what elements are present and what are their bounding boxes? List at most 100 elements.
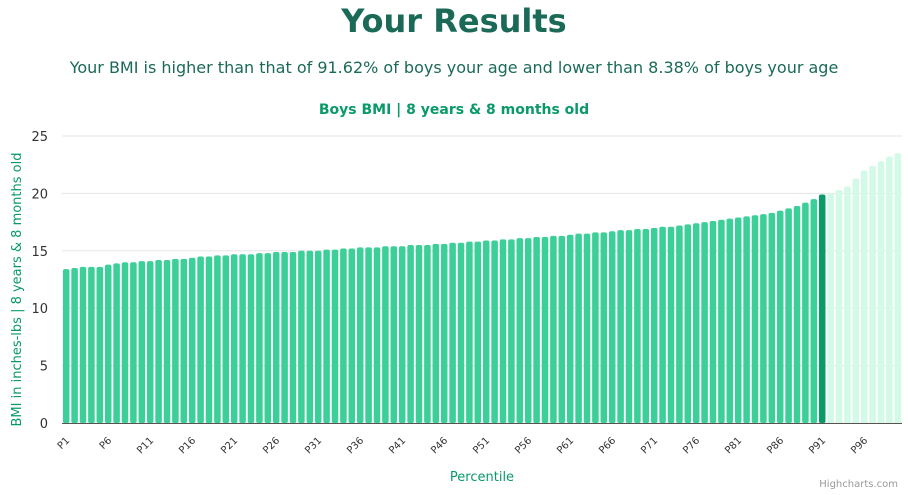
bar-p95[interactable]	[852, 178, 860, 423]
bar-p96[interactable]	[860, 170, 868, 423]
bar-p66[interactable]	[608, 231, 616, 423]
bar-p97[interactable]	[869, 165, 876, 423]
bar-p58[interactable]	[541, 237, 549, 423]
bar-p31[interactable]	[314, 250, 322, 423]
bar-p75[interactable]	[684, 224, 692, 423]
bar-p20[interactable]	[222, 255, 230, 423]
bar-p33[interactable]	[331, 249, 339, 423]
bar-p11[interactable]	[146, 261, 154, 423]
bar-p26[interactable]	[272, 251, 280, 423]
bar-p99[interactable]	[886, 156, 893, 423]
bar-p60[interactable]	[558, 235, 566, 423]
bar-p35[interactable]	[348, 248, 356, 423]
bar-p56[interactable]	[524, 238, 532, 423]
bar-p51[interactable]	[482, 240, 490, 423]
bar-p18[interactable]	[205, 256, 213, 423]
credits-link[interactable]: Highcharts.com	[819, 479, 898, 490]
bar-p40[interactable]	[390, 246, 398, 423]
bar-p72[interactable]	[659, 226, 666, 423]
bar-p49[interactable]	[466, 241, 473, 423]
bar-p21[interactable]	[230, 254, 238, 423]
bar-p14[interactable]	[172, 258, 179, 423]
bar-p65[interactable]	[600, 232, 608, 423]
bar-p12[interactable]	[155, 259, 162, 423]
bar-p79[interactable]	[718, 219, 725, 423]
bar-p90[interactable]	[810, 199, 818, 423]
bar-p27[interactable]	[281, 251, 288, 423]
bar-p25[interactable]	[264, 253, 272, 423]
bar-p13[interactable]	[163, 259, 171, 423]
bar-p61[interactable]	[566, 234, 574, 423]
bar-p92[interactable]	[827, 193, 834, 423]
bar-p70[interactable]	[642, 228, 650, 423]
bar-p32[interactable]	[323, 249, 330, 423]
bar-p59[interactable]	[550, 235, 557, 423]
bar-p41[interactable]	[398, 246, 406, 423]
bar-p36[interactable]	[356, 247, 364, 423]
bar-p83[interactable]	[751, 215, 759, 423]
bar-p73[interactable]	[667, 226, 675, 423]
bar-p23[interactable]	[247, 254, 255, 423]
bar-p2[interactable]	[71, 268, 78, 423]
bar-p68[interactable]	[625, 230, 633, 423]
bar-p48[interactable]	[457, 242, 465, 423]
bar-p88[interactable]	[793, 206, 801, 423]
bar-p86[interactable]	[776, 210, 784, 423]
bar-p52[interactable]	[491, 240, 498, 423]
bar-p94[interactable]	[844, 186, 851, 423]
bar-p81[interactable]	[734, 217, 742, 423]
bar-p89[interactable]	[802, 202, 809, 423]
bar-p16[interactable]	[188, 257, 196, 423]
bar-p84[interactable]	[760, 214, 767, 423]
bar-p6[interactable]	[104, 264, 112, 423]
bar-p8[interactable]	[121, 262, 129, 423]
bar-p39[interactable]	[382, 246, 389, 423]
bar-p46[interactable]	[440, 243, 448, 423]
bar-p5[interactable]	[96, 266, 104, 423]
bar-p4[interactable]	[88, 266, 95, 423]
bar-p10[interactable]	[138, 261, 146, 423]
bar-p78[interactable]	[709, 220, 717, 423]
bar-p98[interactable]	[877, 161, 885, 424]
bar-p1[interactable]	[62, 269, 70, 423]
bar-p91[interactable]	[818, 194, 826, 423]
bar-p19[interactable]	[214, 255, 221, 423]
bar-p85[interactable]	[768, 212, 776, 423]
bar-p50[interactable]	[474, 241, 482, 423]
bar-p82[interactable]	[743, 216, 750, 423]
bar-p44[interactable]	[424, 245, 431, 423]
bar-p76[interactable]	[692, 223, 700, 423]
bar-p57[interactable]	[533, 237, 540, 423]
bar-p42[interactable]	[407, 245, 414, 423]
bar-p47[interactable]	[449, 242, 456, 423]
bar-p9[interactable]	[130, 262, 137, 423]
bar-p29[interactable]	[298, 250, 305, 423]
bar-p100[interactable]	[894, 153, 902, 423]
bar-p93[interactable]	[835, 189, 843, 423]
bar-p80[interactable]	[726, 218, 734, 423]
bar-p87[interactable]	[785, 208, 792, 423]
bar-p15[interactable]	[180, 258, 188, 423]
bar-p53[interactable]	[499, 239, 507, 423]
bar-p69[interactable]	[634, 228, 641, 423]
bar-p7[interactable]	[113, 263, 120, 423]
bar-p22[interactable]	[239, 254, 246, 423]
bar-p64[interactable]	[592, 232, 599, 423]
bar-p3[interactable]	[79, 266, 87, 423]
bar-p55[interactable]	[516, 238, 524, 423]
bar-p67[interactable]	[617, 230, 624, 423]
bar-p54[interactable]	[508, 239, 515, 423]
bar-p24[interactable]	[256, 253, 263, 423]
bar-p17[interactable]	[197, 256, 204, 423]
bar-p62[interactable]	[575, 233, 582, 423]
bar-p37[interactable]	[365, 247, 372, 423]
bar-p30[interactable]	[306, 250, 314, 423]
bar-p45[interactable]	[432, 243, 440, 423]
bar-p34[interactable]	[340, 248, 347, 423]
bar-p28[interactable]	[289, 251, 297, 423]
bar-p71[interactable]	[650, 227, 658, 423]
bar-p63[interactable]	[583, 233, 591, 423]
bar-p74[interactable]	[676, 225, 683, 423]
bar-p43[interactable]	[415, 245, 423, 423]
bar-p77[interactable]	[701, 222, 708, 423]
